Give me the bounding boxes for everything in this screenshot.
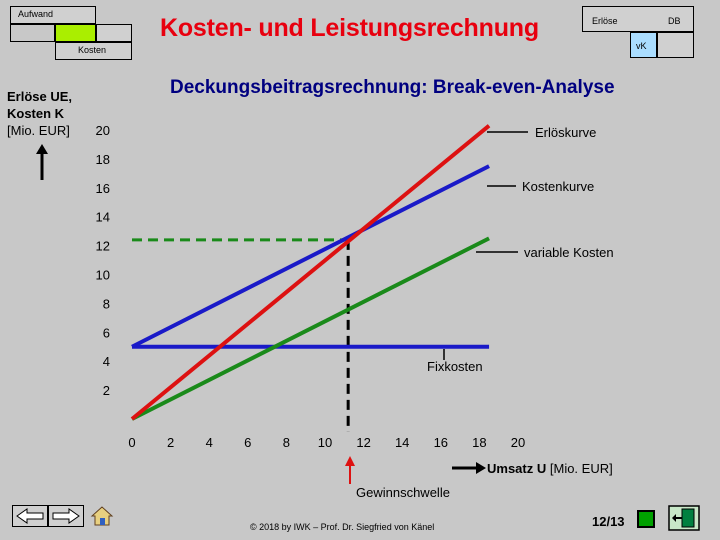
mini-box-left: [10, 24, 55, 42]
mini-label-erloese: Erlöse: [592, 16, 618, 26]
mini-box-vk: [630, 32, 657, 58]
series-line-variable-kosten: [131, 236, 490, 421]
y-axis-arrow-head: [36, 144, 48, 154]
x-tick-label: 10: [318, 435, 332, 450]
x-tick-label: 8: [283, 435, 290, 450]
x-tick-label: 20: [511, 435, 525, 450]
exit-button[interactable]: [668, 505, 700, 531]
copyright-text: © 2018 by IWK – Prof. Dr. Siegfried von …: [250, 522, 435, 532]
x-axis-label-unit: [Mio. EUR]: [549, 461, 613, 476]
y-tick-label: 8: [103, 296, 110, 311]
home-button[interactable]: [90, 505, 114, 527]
chart-title: Deckungsbeitragsrechnung: Break-even-Ana…: [170, 77, 615, 98]
exit-door-icon: [668, 505, 700, 531]
annotation-fixkosten: Fixkosten: [427, 359, 483, 374]
mini-label-aufwand: Aufwand: [18, 9, 54, 19]
x-tick-label: 14: [395, 435, 409, 450]
annotation-gewinnschwelle: Gewinnschwelle: [356, 485, 450, 500]
x-tick-label: 4: [206, 435, 213, 450]
series-line-kostenkurve: [131, 164, 490, 349]
y-axis-label-line-3: [Mio. EUR]: [7, 123, 70, 138]
x-tick-label: 18: [472, 435, 486, 450]
y-tick-label: 18: [96, 152, 110, 167]
x-axis-label: Umsatz U [Mio. EUR]: [487, 461, 613, 476]
x-axis-arrow-head: [476, 462, 486, 474]
page-title: Kosten- und Leistungsrechnung: [160, 14, 539, 42]
y-tick-label: 6: [103, 325, 110, 340]
x-tick-label: 16: [434, 435, 448, 450]
mini-box-erloese: [582, 6, 694, 32]
y-axis-label-line-2: Kosten K: [7, 106, 65, 121]
y-tick-label: 12: [96, 239, 110, 254]
mini-box-aufwand: [10, 6, 96, 24]
x-tick-label: 12: [356, 435, 370, 450]
mini-label-vk: vK: [636, 41, 647, 51]
mini-label-kosten: Kosten: [78, 45, 107, 55]
x-tick-label: 6: [244, 435, 251, 450]
series-line-erloeskurve: [130, 124, 491, 421]
forward-button[interactable]: [48, 505, 84, 527]
mini-box-right: [96, 24, 132, 42]
y-tick-label: 2: [103, 383, 110, 398]
mini-box-accent: [55, 24, 96, 42]
mini-box-db-lower: [657, 32, 694, 58]
home-icon: [90, 506, 114, 526]
x-tick-label: 0: [128, 435, 135, 450]
break-even-arrow-head: [345, 456, 355, 466]
y-tick-label: 4: [103, 354, 110, 369]
annotation-kostenkurve: Kostenkurve: [522, 179, 595, 194]
mini-label-db: DB: [668, 16, 681, 26]
y-tick-label: 16: [96, 181, 110, 196]
y-axis-label: Erlöse UE, Kosten K [Mio. EUR]: [7, 88, 72, 139]
mini-box-kosten: [55, 42, 132, 60]
annotation-variable-kosten: variable Kosten: [524, 245, 614, 260]
back-button[interactable]: [12, 505, 48, 527]
y-axis-label-line-1: Erlöse UE,: [7, 89, 73, 104]
annotation-erloeskurve: Erlöskurve: [535, 125, 597, 140]
y-tick-label: 10: [96, 268, 110, 283]
x-axis-label-bold: Umsatz U: [487, 461, 547, 476]
green-status-square[interactable]: [637, 510, 655, 528]
arrow-right-icon: [52, 508, 80, 524]
x-tick-label: 2: [167, 435, 174, 450]
arrow-left-icon: [16, 508, 44, 524]
page-number: 12/13: [592, 514, 625, 529]
y-tick-label: 20: [96, 123, 110, 138]
y-tick-label: 14: [96, 210, 110, 225]
